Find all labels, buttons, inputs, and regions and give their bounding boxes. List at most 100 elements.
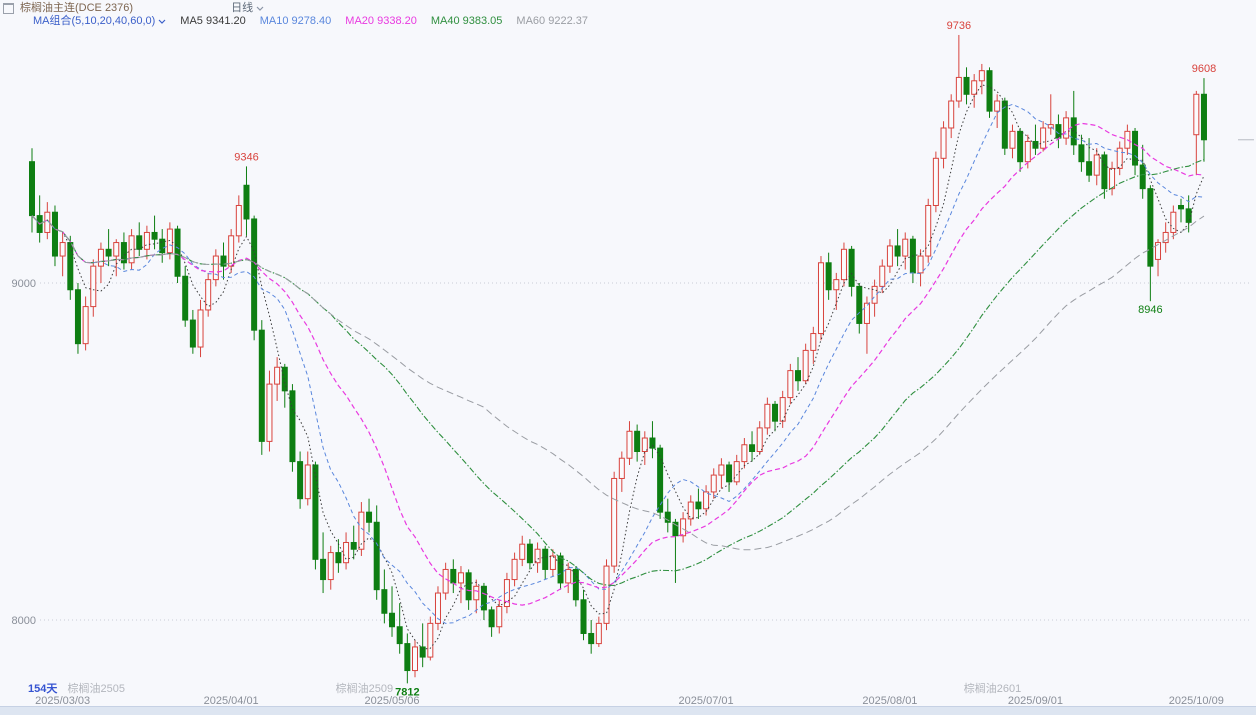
- x-axis-label: 2025/04/01: [204, 695, 259, 707]
- candle-body: [703, 491, 710, 510]
- candle-body: [389, 612, 396, 628]
- candle-body: [641, 437, 648, 452]
- candle-body: [151, 231, 158, 240]
- y-axis-label: 9000: [12, 278, 36, 290]
- candle-body: [1170, 211, 1177, 233]
- candle-body: [51, 211, 58, 257]
- candle-body: [595, 622, 602, 645]
- candle-body: [588, 632, 595, 645]
- candle-body: [534, 548, 541, 564]
- candle-body: [657, 447, 664, 513]
- candle-body: [1178, 204, 1184, 210]
- candle-body: [840, 248, 847, 281]
- candle-body: [795, 370, 801, 382]
- candle-body: [1132, 130, 1139, 166]
- window-restore-icon[interactable]: [3, 2, 14, 14]
- candle-body: [932, 157, 939, 206]
- candle-body: [235, 204, 242, 237]
- candle-body: [557, 555, 564, 584]
- contract-label: 棕榈油2505: [68, 681, 125, 695]
- candle-body: [243, 184, 250, 220]
- candle-body: [182, 275, 189, 321]
- candle-body: [304, 464, 311, 500]
- candle-body: [457, 572, 464, 584]
- candle-body: [917, 255, 924, 274]
- price-marker-9346: 9346: [234, 151, 258, 163]
- candle-body: [197, 309, 204, 348]
- candle-body: [519, 543, 526, 560]
- candle-body: [258, 329, 265, 442]
- x-axis-label: 2025/08/01: [862, 695, 917, 707]
- price-marker-9608: 9608: [1192, 63, 1216, 75]
- candle-body: [1093, 154, 1100, 176]
- candle-body: [672, 521, 679, 537]
- candle-body: [856, 285, 863, 324]
- candle-body: [105, 248, 112, 257]
- ma-legend-item: MA20 9338.20: [345, 15, 417, 27]
- candle-body: [1162, 231, 1169, 244]
- candle-body: [611, 477, 618, 567]
- price-annotations: 9346 9736 9608 8946 7812: [234, 20, 1216, 698]
- candle-body: [29, 161, 35, 217]
- candle-body: [143, 231, 150, 250]
- candle-body: [1155, 242, 1162, 260]
- candle-body: [335, 552, 342, 564]
- candle-body: [718, 464, 725, 476]
- candle-body: [465, 572, 472, 601]
- candle-body: [281, 366, 288, 392]
- x-axis-label: 2025/05/06: [364, 695, 419, 707]
- candle-body: [526, 543, 533, 564]
- candle-body: [90, 265, 97, 308]
- x-axis-label: 2025/07/01: [679, 695, 734, 707]
- ma-legend-item: MA10 9278.40: [259, 15, 332, 27]
- candle-body: [205, 279, 212, 311]
- ma40-line: [31, 158, 1205, 586]
- candle-body: [189, 319, 196, 348]
- candle-body: [266, 383, 273, 442]
- candle-body: [565, 568, 572, 584]
- candle-body: [726, 464, 733, 483]
- period-dropdown[interactable]: 日线: [231, 2, 264, 14]
- candle-body: [381, 589, 388, 614]
- period-label: 日线: [231, 2, 254, 14]
- candle-body: [1078, 144, 1085, 163]
- candle-body: [159, 238, 166, 254]
- candle-body: [902, 238, 909, 257]
- candle-body: [680, 518, 687, 537]
- candle-body: [542, 548, 549, 570]
- candle-body: [848, 248, 855, 287]
- candle-body: [1086, 161, 1093, 176]
- candle-body: [412, 646, 418, 672]
- candle-body: [994, 100, 1001, 112]
- candle-body: [971, 80, 978, 95]
- candle-body: [251, 218, 258, 331]
- candle-body: [787, 370, 794, 399]
- contract-label: 棕榈油2601: [964, 681, 1021, 695]
- candle-body: [480, 585, 487, 611]
- candle-body: [925, 204, 932, 257]
- ma-settings-dropdown[interactable]: MA组合(5,10,20,40,60,0): [33, 15, 166, 27]
- candle-body: [1070, 117, 1077, 146]
- candle-body: [963, 76, 970, 95]
- x-axis-label: 2025/10/09: [1169, 695, 1224, 707]
- bottom-scrollbar[interactable]: [0, 706, 1256, 715]
- candle-body: [312, 464, 319, 560]
- candle-body: [488, 609, 495, 628]
- price-marker-8946: 8946: [1138, 304, 1162, 316]
- candle-body: [649, 437, 656, 449]
- candle-body: [320, 558, 327, 581]
- candle-body: [1040, 127, 1047, 149]
- candle-body: [427, 622, 434, 658]
- candle-body: [434, 592, 441, 624]
- candle-body: [603, 565, 610, 624]
- candle-body: [825, 262, 832, 291]
- y-axis-label: 8000: [12, 615, 36, 627]
- header-row-ma: MA组合(5,10,20,40,60,0) MA5 9341.20 MA10 92…: [33, 15, 588, 27]
- candle-body: [496, 606, 503, 628]
- candle-body: [871, 285, 878, 304]
- candle-body: [802, 349, 809, 382]
- candle-body: [450, 568, 457, 584]
- candle-body: [1200, 93, 1207, 141]
- ma-group-label: MA组合(5,10,20,40,60,0): [33, 15, 156, 27]
